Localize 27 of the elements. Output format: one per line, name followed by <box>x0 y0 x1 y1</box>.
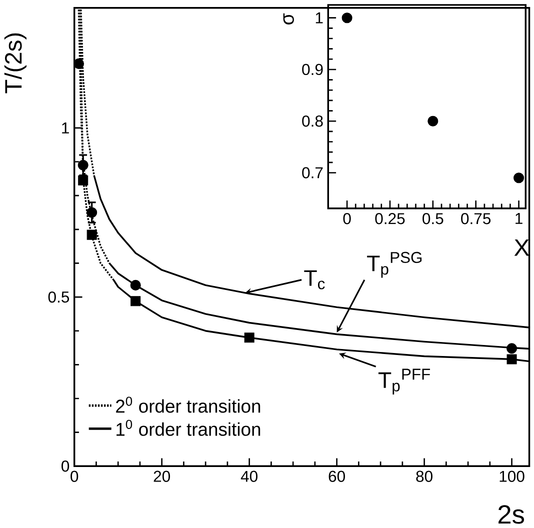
x-tick-label: 1 <box>516 212 522 224</box>
y-tick-label: 0 <box>62 460 70 472</box>
x-tick-label: 60 <box>328 470 345 482</box>
x-tick-label: 80 <box>416 470 432 482</box>
annotation: T$_{p}$PFF <box>378 368 430 394</box>
y-tick-label: 1 <box>316 12 323 24</box>
y-axis-title: σ <box>283 13 294 24</box>
x-tick-label: 0.25 <box>375 212 405 224</box>
y-tick-label: 0.9 <box>302 64 323 75</box>
y-tick-label: 0.5 <box>48 291 70 303</box>
x-tick-label: 0.5 <box>422 212 444 224</box>
legend-label: 2$^{0}$ order transition <box>116 396 260 413</box>
x-tick-label: 40 <box>240 470 258 482</box>
x-axis-title: X <box>514 239 530 256</box>
y-tick-label: 0.8 <box>302 115 323 127</box>
y-tick-label: 0.7 <box>302 167 323 178</box>
y-tick-label: 1 <box>62 122 69 134</box>
annotation: T$_{p}$PSG <box>367 252 422 278</box>
annotation: T$_{c}$ <box>304 270 325 290</box>
x-tick-label: 0.75 <box>461 212 491 224</box>
x-tick-label: 0 <box>343 212 351 224</box>
x-tick-label: 20 <box>154 470 170 482</box>
x-tick-label: 0 <box>70 470 78 482</box>
x-tick-label: 100 <box>500 470 524 482</box>
x-axis-title: 2s <box>498 505 524 524</box>
y-axis-title: T/(2s) <box>4 33 26 94</box>
legend-label: 1$^{0}$ order transition <box>116 420 260 436</box>
